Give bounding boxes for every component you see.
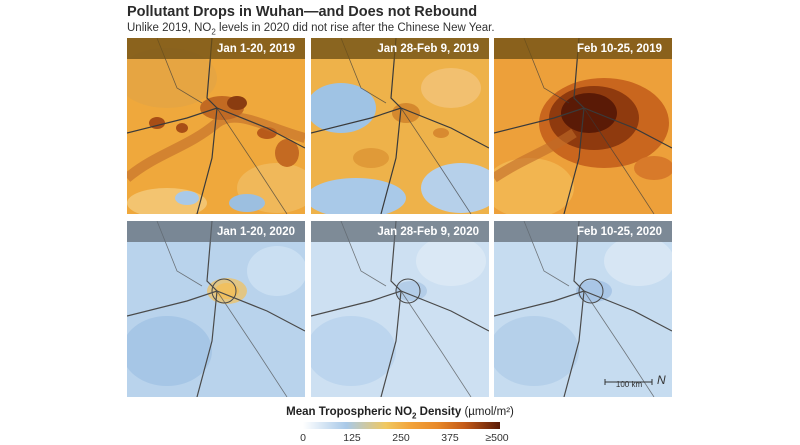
legend-title-part: Mean Tropospheric NO	[286, 406, 413, 418]
no2-map-image	[311, 38, 489, 214]
map-panel-2020-jan: Jan 1-20, 2020	[127, 221, 305, 397]
legend-tick: 375	[441, 432, 459, 444]
map-title: Pollutant Drops in Wuhan—and Does not Re…	[127, 4, 478, 20]
panel-date-label: Feb 10-25, 2020	[494, 221, 672, 242]
legend-title-part: Density	[416, 406, 462, 418]
no2-map-image	[311, 221, 489, 397]
no2-map-image	[494, 221, 672, 397]
legend-tick: 0	[300, 432, 306, 444]
panel-date-label: Feb 10-25, 2019	[494, 38, 672, 59]
map-panel-2019-jan: Jan 1-20, 2019	[127, 38, 305, 214]
map-panel-2020-feb-late: Feb 10-25, 2020	[494, 221, 672, 397]
legend-title: Mean Tropospheric NO2 Density (µmol/m²)	[0, 406, 800, 420]
subtitle-part: Unlike 2019, NO	[127, 22, 212, 34]
no2-map-image	[127, 221, 305, 397]
legend-color-bar	[303, 422, 500, 429]
legend-tick: 125	[343, 432, 361, 444]
map-panel-2019-feb-late: Feb 10-25, 2019	[494, 38, 672, 214]
scale-bar	[604, 379, 653, 385]
map-panel-grid: Jan 1-20, 2019 Jan 28-Feb 9, 2019	[127, 38, 672, 398]
legend-title-subscript: 2	[412, 411, 417, 421]
map-panel-2019-feb-early: Jan 28-Feb 9, 2019	[311, 38, 489, 214]
map-subtitle: Unlike 2019, NO2 levels in 2020 did not …	[127, 22, 495, 36]
legend-tick: ≥500	[485, 432, 509, 444]
panel-date-label: Jan 1-20, 2019	[127, 38, 305, 59]
no2-map-image	[127, 38, 305, 214]
panel-date-label: Jan 28-Feb 9, 2019	[311, 38, 489, 59]
subtitle-subscript: 2	[211, 27, 216, 37]
panel-date-label: Jan 1-20, 2020	[127, 221, 305, 242]
panel-date-label: Jan 28-Feb 9, 2020	[311, 221, 489, 242]
map-panel-2020-feb-early: Jan 28-Feb 9, 2020	[311, 221, 489, 397]
legend-units: (µmol/m²)	[464, 406, 514, 418]
legend-tick: 250	[392, 432, 410, 444]
scale-bar-label: 100 km	[615, 380, 643, 389]
subtitle-part: levels in 2020 did not rise after the Ch…	[215, 22, 495, 34]
no2-map-image	[494, 38, 672, 214]
north-arrow-icon: N	[657, 373, 666, 387]
